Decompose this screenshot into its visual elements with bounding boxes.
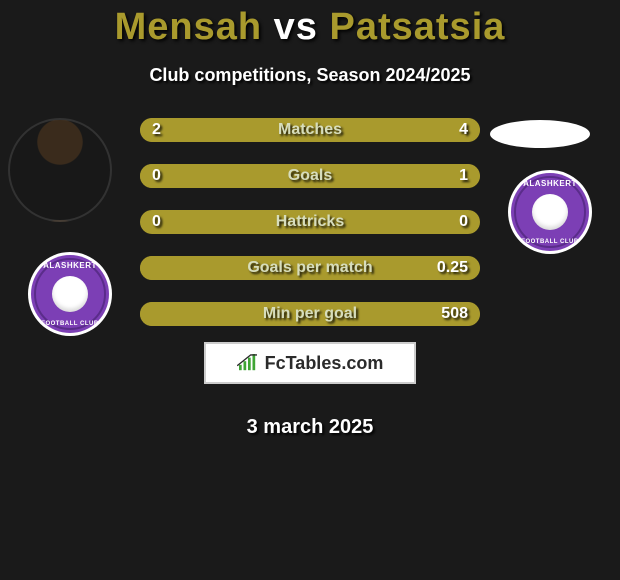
content-area: ALASHKERT FOOTBALL CLUB ALASHKERT FOOTBA… <box>0 118 620 358</box>
stat-label: Matches <box>140 118 480 142</box>
brand-text: FcTables.com <box>265 353 384 374</box>
player1-name: Mensah <box>115 6 262 48</box>
stat-label: Min per goal <box>140 302 480 326</box>
vs-separator: vs <box>274 6 318 48</box>
club-name-top: ALASHKERT <box>511 179 589 188</box>
page-title: Mensah vs Patsatsia <box>0 0 620 49</box>
stat-label: Goals per match <box>140 256 480 280</box>
stat-label: Hattricks <box>140 210 480 234</box>
stat-bars: Matches24Goals01Hattricks00Goals per mat… <box>140 118 480 348</box>
stat-value-left: 0 <box>152 210 161 234</box>
stat-bar: Hattricks0 0 <box>140 210 480 234</box>
stat-value-right: 0 <box>459 210 468 234</box>
player2-club-badge: ALASHKERT FOOTBALL CLUB <box>508 170 592 254</box>
soccer-ball-icon <box>52 276 88 312</box>
brand-watermark: FcTables.com <box>204 342 416 384</box>
bar-chart-icon <box>237 354 259 372</box>
club-name-top: ALASHKERT <box>31 261 109 270</box>
player2-avatar <box>490 120 590 148</box>
stat-value-right: 0.25 <box>437 256 468 280</box>
club-name-bottom: FOOTBALL CLUB <box>511 239 589 245</box>
stat-label: Goals <box>140 164 480 188</box>
stat-value-right: 4 <box>459 118 468 142</box>
player1-avatar <box>8 118 112 222</box>
stat-bar: Min per goal508 <box>140 302 480 326</box>
stat-bar: Goals0 1 <box>140 164 480 188</box>
stat-value-left: 2 <box>152 118 161 142</box>
stat-value-right: 1 <box>459 164 468 188</box>
stat-value-right: 508 <box>441 302 468 326</box>
subtitle: Club competitions, Season 2024/2025 <box>0 65 620 86</box>
stat-value-left: 0 <box>152 164 161 188</box>
player1-club-badge: ALASHKERT FOOTBALL CLUB <box>28 252 112 336</box>
stat-bar: Goals per match0.25 <box>140 256 480 280</box>
footer-date: 3 march 2025 <box>0 416 620 439</box>
player2-name: Patsatsia <box>330 6 506 48</box>
soccer-ball-icon <box>532 194 568 230</box>
comparison-card: Mensah vs Patsatsia Club competitions, S… <box>0 0 620 580</box>
stat-bar: Matches2 4 <box>140 118 480 142</box>
club-name-bottom: FOOTBALL CLUB <box>31 321 109 327</box>
